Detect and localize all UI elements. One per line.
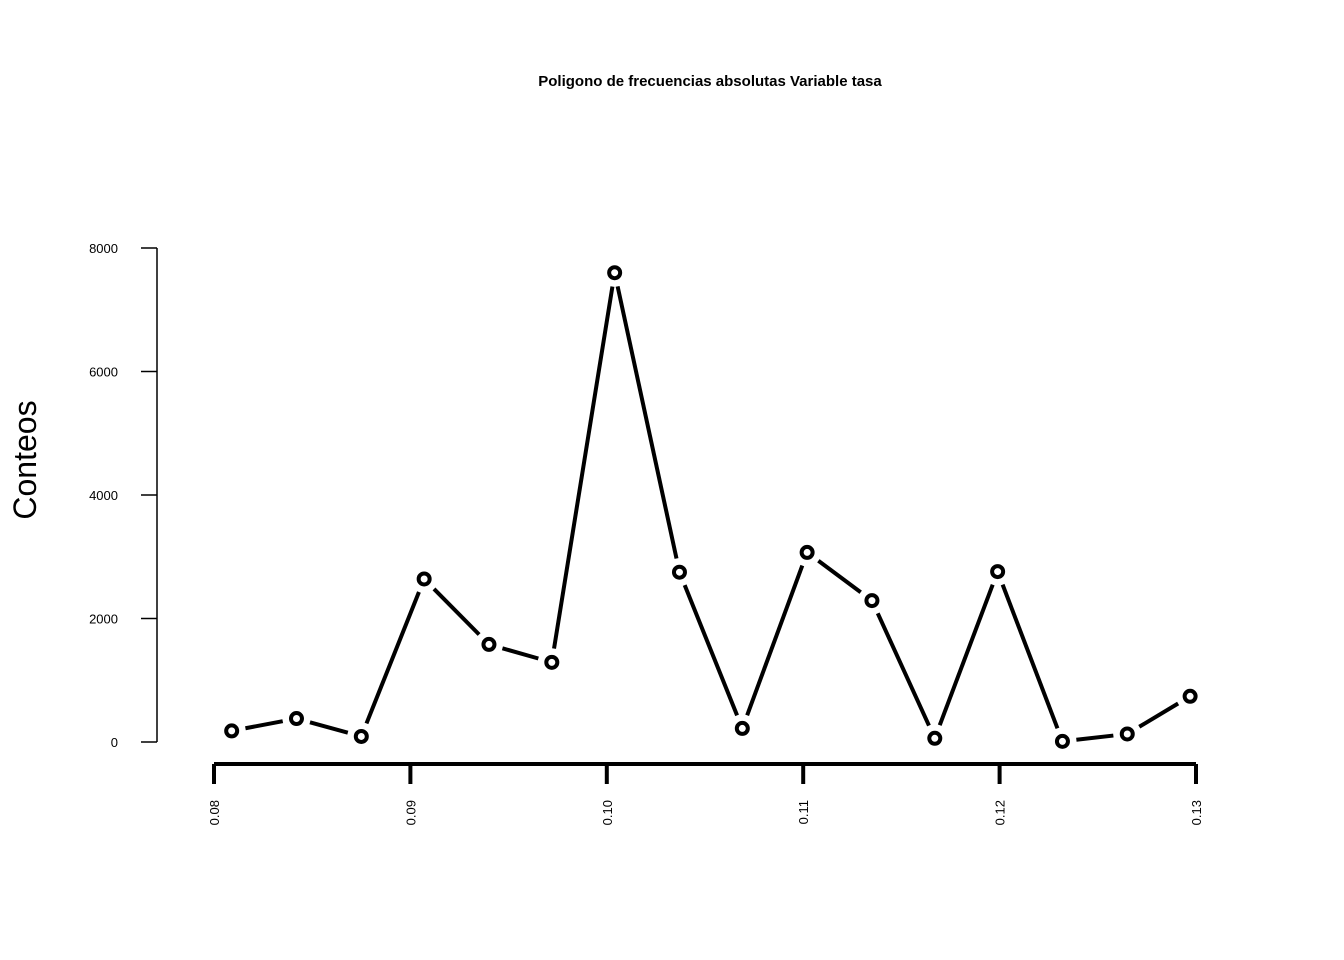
- y-axis-label: Conteos: [7, 400, 43, 519]
- series-segment: [432, 587, 481, 636]
- series-segment: [309, 720, 349, 735]
- data-point: [224, 723, 240, 739]
- series-segment: [817, 559, 862, 594]
- data-point: [1119, 726, 1135, 742]
- data-point: [288, 711, 304, 727]
- data-point: [416, 571, 432, 587]
- y-tick-label: 8000: [89, 241, 118, 256]
- data-point: [799, 544, 815, 560]
- y-tick-label: 2000: [89, 612, 118, 627]
- series-segment: [364, 591, 421, 725]
- series-segment: [1138, 701, 1180, 729]
- data-point: [671, 564, 687, 580]
- series-layer: [224, 265, 1198, 749]
- chart-title: Poligono de frecuencias absolutas Variab…: [538, 73, 882, 90]
- x-tick-label: 0.12: [993, 800, 1008, 825]
- series-segment: [501, 646, 539, 661]
- data-point: [544, 654, 560, 670]
- y-tick-label: 4000: [89, 488, 118, 503]
- series-segment: [937, 583, 995, 726]
- data-point: [864, 593, 880, 609]
- data-point: [990, 564, 1006, 580]
- data-point: [734, 720, 750, 736]
- series-segment: [1000, 583, 1060, 730]
- data-point: [927, 730, 943, 746]
- data-point: [481, 636, 497, 652]
- series-segment: [615, 285, 679, 559]
- x-tick-label: 0.13: [1189, 800, 1204, 825]
- y-tick-label: 0: [111, 735, 118, 750]
- series-segment: [245, 719, 284, 731]
- y-tick-label: 6000: [89, 365, 118, 380]
- data-point: [353, 728, 369, 744]
- x-axis: 0.08 0.09 0.10 0.11 0.12 0.13: [207, 762, 1204, 825]
- series-segment: [745, 564, 805, 716]
- x-tick-label: 0.10: [600, 800, 615, 825]
- series-segment: [682, 584, 739, 717]
- x-tick-label: 0.09: [403, 800, 418, 825]
- data-point: [1182, 688, 1198, 704]
- x-tick-label: 0.08: [207, 800, 222, 825]
- data-point: [1054, 733, 1070, 749]
- series-segment: [552, 286, 615, 649]
- series-segment: [875, 612, 931, 727]
- series-segment: [1076, 733, 1114, 742]
- y-axis: 0 2000 4000 6000 8000: [89, 241, 158, 750]
- data-point: [607, 265, 623, 281]
- x-tick-label: 0.11: [796, 800, 811, 824]
